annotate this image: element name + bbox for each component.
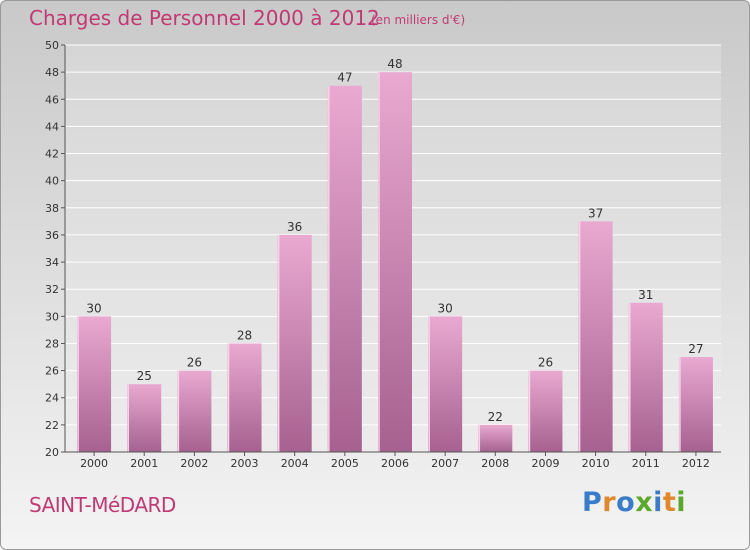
x-tick-label: 2009 bbox=[531, 457, 559, 470]
x-tick-label: 2010 bbox=[582, 457, 610, 470]
y-tick-label: 22 bbox=[45, 419, 59, 432]
data-label: 36 bbox=[287, 220, 302, 234]
x-tick-label: 2006 bbox=[381, 457, 409, 470]
data-labels: 30 25 26 28 36 47 48 30 22 26 37 31 27 bbox=[86, 57, 703, 424]
y-tick-label: 20 bbox=[45, 446, 59, 459]
data-label: 26 bbox=[538, 356, 553, 370]
bar-2011 bbox=[628, 302, 663, 452]
bar-2001 bbox=[127, 384, 162, 452]
x-tick-label: 2007 bbox=[431, 457, 459, 470]
logo-letter: i bbox=[676, 487, 687, 518]
y-tick-label: 36 bbox=[45, 229, 59, 242]
y-tick-label: 24 bbox=[45, 392, 59, 405]
data-label: 22 bbox=[488, 410, 503, 424]
logo-letter: x bbox=[635, 487, 654, 518]
x-tick-labels: 2000 2001 2002 2003 2004 2005 2006 2007 2008 2009… bbox=[80, 452, 710, 470]
data-label: 30 bbox=[86, 301, 101, 315]
x-tick-label: 2002 bbox=[180, 457, 208, 470]
bar-2000 bbox=[77, 316, 112, 452]
chart-subtitle: (en milliers d'€) bbox=[371, 13, 466, 27]
x-tick-label: 2000 bbox=[80, 457, 108, 470]
logo-letter: o bbox=[616, 487, 636, 518]
data-label: 28 bbox=[237, 328, 252, 342]
y-tick-label: 46 bbox=[45, 93, 59, 106]
x-tick-label: 2005 bbox=[331, 457, 359, 470]
bar-2010 bbox=[578, 221, 613, 452]
bar-2009 bbox=[528, 370, 563, 452]
y-tick-label: 34 bbox=[45, 256, 59, 269]
logo-letter: i bbox=[653, 487, 663, 518]
bar-2002 bbox=[177, 370, 212, 452]
data-label: 26 bbox=[187, 356, 202, 370]
y-tick-label: 38 bbox=[45, 202, 59, 215]
commune-name: SAINT-MéDARD bbox=[29, 493, 176, 517]
y-tick-labels: 20 22 24 26 28 30 32 34 36 38 40 42 44 46 48 50 bbox=[45, 39, 59, 459]
bar-2006 bbox=[378, 72, 412, 452]
x-tick-label: 2001 bbox=[130, 457, 158, 470]
bar-2012 bbox=[678, 357, 713, 452]
y-tick-label: 32 bbox=[45, 283, 59, 296]
logo-letter: t bbox=[662, 487, 677, 518]
logo-letter: P bbox=[582, 487, 603, 518]
y-tick-label: 30 bbox=[45, 310, 59, 323]
proxiti-logo[interactable]: Proxiti bbox=[582, 487, 686, 518]
bar-2005 bbox=[327, 85, 362, 452]
data-label: 30 bbox=[438, 301, 453, 315]
axes bbox=[64, 45, 721, 453]
data-label: 37 bbox=[588, 206, 603, 220]
y-tick-label: 28 bbox=[45, 337, 59, 350]
data-label: 47 bbox=[337, 71, 352, 85]
x-tick-label: 2004 bbox=[281, 457, 309, 470]
bar-2008 bbox=[478, 424, 513, 452]
x-tick-label: 2011 bbox=[632, 457, 660, 470]
chart-title: Charges de Personnel 2000 à 2012 bbox=[29, 6, 380, 30]
data-label: 27 bbox=[688, 342, 703, 356]
bar-2007 bbox=[428, 316, 463, 452]
y-tick-label: 48 bbox=[45, 66, 59, 79]
bar-2003 bbox=[227, 343, 262, 452]
x-tick-label: 2008 bbox=[481, 457, 509, 470]
data-label: 48 bbox=[387, 57, 402, 71]
y-tick-label: 26 bbox=[45, 365, 59, 378]
bars bbox=[77, 72, 713, 452]
y-tick-label: 42 bbox=[45, 148, 59, 161]
x-tick-label: 2012 bbox=[682, 457, 710, 470]
y-tick-label: 44 bbox=[45, 120, 59, 133]
y-tick-label: 50 bbox=[45, 39, 59, 52]
data-label: 31 bbox=[638, 288, 653, 302]
data-label: 25 bbox=[137, 369, 152, 383]
bar-2004 bbox=[277, 234, 312, 452]
x-tick-label: 2003 bbox=[231, 457, 259, 470]
y-tick-label: 40 bbox=[45, 175, 59, 188]
logo-letter: r bbox=[602, 487, 617, 518]
